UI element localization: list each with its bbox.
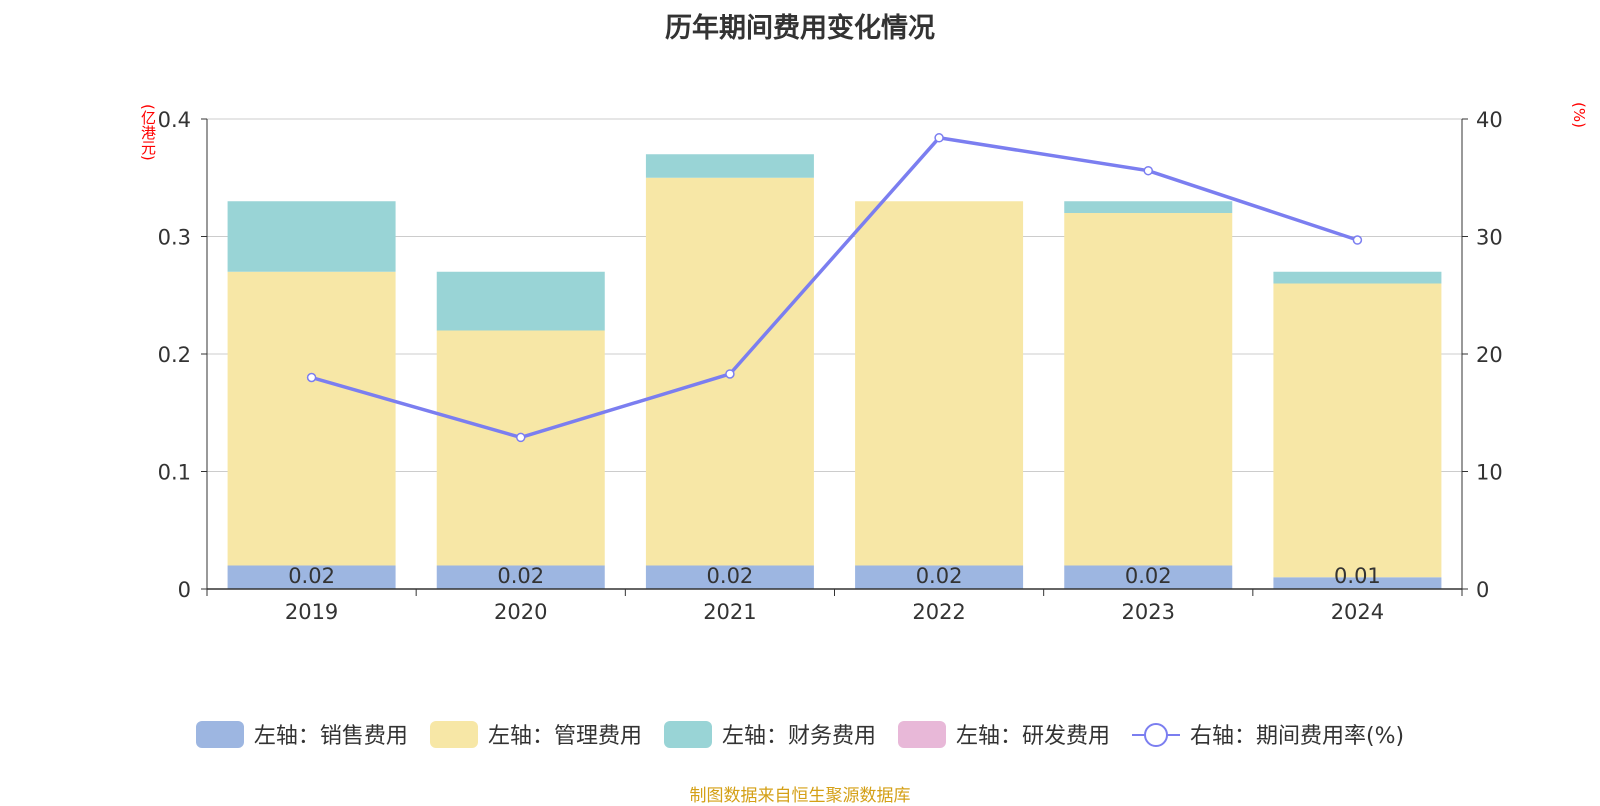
- bar-data-label: 0.01: [1334, 564, 1381, 588]
- left-axis-tick-label: 0.1: [158, 461, 191, 485]
- legend-label: 左轴：销售费用: [253, 724, 408, 749]
- legend-item[interactable]: 左轴：财务费用: [663, 718, 876, 750]
- legend-item[interactable]: 左轴：研发费用: [897, 718, 1110, 750]
- bar-segment: [227, 565, 396, 589]
- rate-point: [934, 133, 944, 143]
- x-axis-tick-label: 2023: [1122, 600, 1175, 624]
- rate-point: [516, 432, 526, 443]
- rate-point: [306, 372, 317, 383]
- bar-segment: [1064, 213, 1233, 566]
- x-axis-tick-label: 2024: [1331, 600, 1384, 624]
- bar-segment: [855, 565, 1024, 589]
- left-axis-tick-label: 0.4: [158, 108, 191, 132]
- rate-point: [725, 369, 735, 379]
- legend-swatch: [663, 720, 712, 748]
- right-axis-tick-label: 20: [1476, 343, 1503, 367]
- legend-swatch: [429, 720, 478, 748]
- bar-data-label: 0.02: [288, 564, 335, 588]
- left-axis-tick-label: 0.2: [158, 343, 191, 367]
- bar-segment: [227, 201, 396, 272]
- left-axis-tick-label: 0.3: [158, 226, 191, 250]
- bar-segment: [436, 330, 605, 566]
- x-axis-tick-label: 2021: [703, 600, 756, 624]
- bar-segment: [1273, 283, 1442, 578]
- legend: 左轴：销售费用 左轴：管理费用 左轴：财务费用 左轴：研发费用 右轴：期间费用率(%): [0, 718, 1600, 750]
- bar-segment: [1273, 577, 1442, 589]
- right-axis-tick-label: 0: [1476, 578, 1489, 602]
- right-axis-tick-label: 10: [1476, 461, 1503, 485]
- left-axis-tick-label: 0: [178, 578, 191, 602]
- x-axis-tick-label: 2020: [494, 600, 547, 624]
- chart-title: 历年期间费用变化情况: [665, 13, 935, 44]
- bar-data-label: 0.02: [1125, 564, 1172, 588]
- rate-line: [311, 135, 1358, 440]
- bar-segment: [1064, 201, 1233, 213]
- x-axis-tick-label: 2022: [912, 600, 965, 624]
- bar-segment: [645, 565, 814, 589]
- legend-item[interactable]: 左轴：管理费用: [429, 718, 642, 750]
- x-axis-tick-label: 2019: [285, 600, 338, 624]
- right-axis-tick-label: 30: [1476, 226, 1503, 250]
- legend-label: 左轴：研发费用: [955, 724, 1110, 749]
- right-axis-unit: (%): [1570, 102, 1588, 128]
- rate-point: [1143, 165, 1153, 176]
- legend-line-marker: [1131, 721, 1180, 748]
- bar-data-label: 0.02: [497, 564, 544, 588]
- bar-segment: [436, 565, 605, 589]
- source-note: 制图数据来自恒生聚源数据库: [689, 786, 911, 806]
- legend-label: 左轴：财务费用: [721, 724, 876, 749]
- legend-swatch: [195, 720, 244, 748]
- bar-data-label: 0.02: [916, 564, 963, 588]
- rate-point: [1352, 235, 1363, 245]
- legend-label: 右轴：期间费用率(%): [1189, 724, 1405, 749]
- bar-segment: [645, 154, 814, 178]
- bar-segment: [436, 271, 605, 331]
- legend-swatch: [897, 720, 946, 748]
- bar-segment: [1064, 565, 1233, 589]
- legend-item[interactable]: 右轴：期间费用率(%): [1131, 718, 1405, 750]
- legend-item[interactable]: 左轴：销售费用: [195, 718, 408, 750]
- bar-segment: [227, 271, 396, 566]
- left-axis-unit: (亿港元): [139, 104, 157, 161]
- bar-segment: [855, 201, 1024, 566]
- bar-segment: [1273, 271, 1442, 284]
- right-axis-tick-label: 40: [1476, 108, 1503, 132]
- bar-data-label: 0.02: [707, 564, 754, 588]
- legend-label: 左轴：管理费用: [487, 724, 642, 749]
